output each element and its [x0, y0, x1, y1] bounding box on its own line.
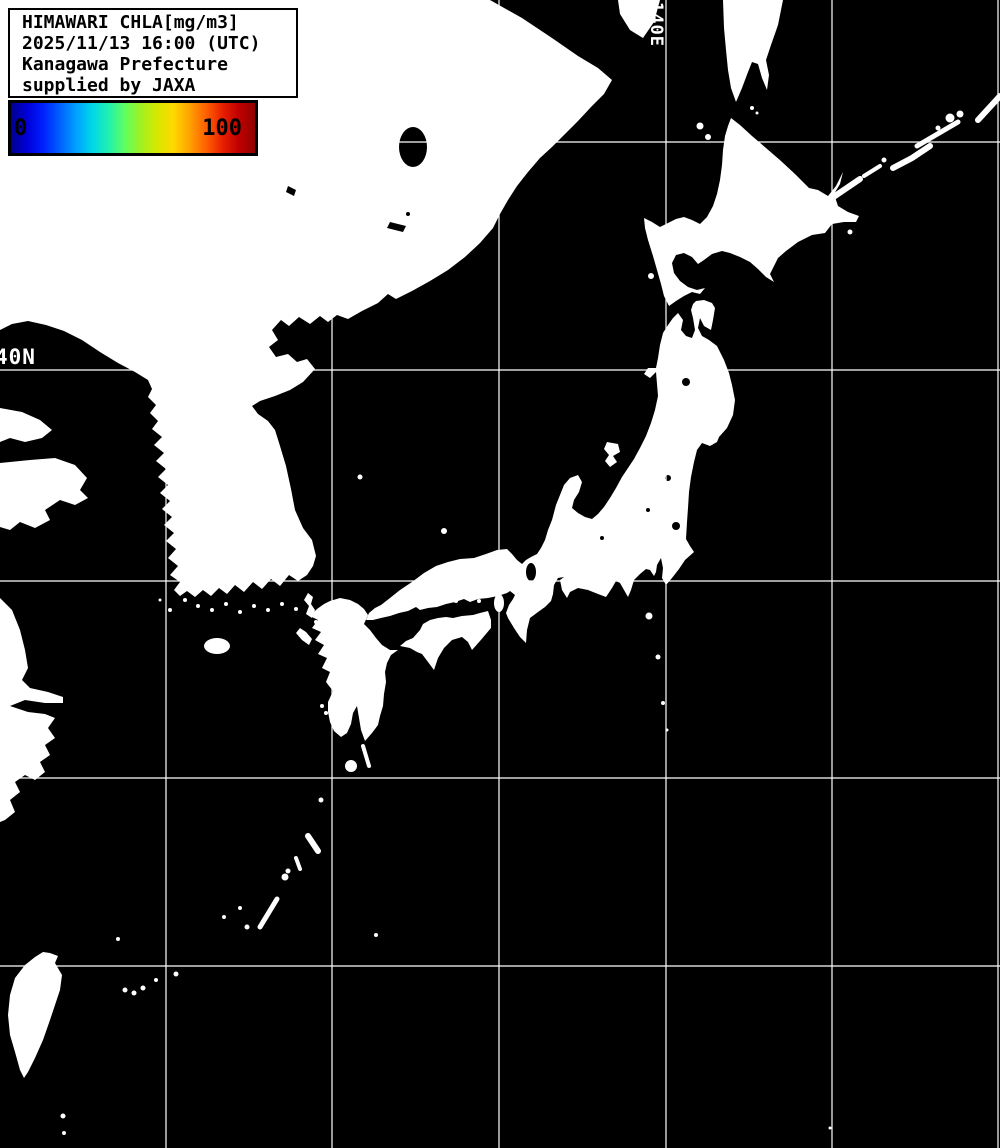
landmass-taiwan: [8, 952, 62, 1078]
island-ulleung: [357, 474, 363, 480]
island-tanegashima: [361, 744, 371, 768]
data-credit: supplied by JAXA: [22, 75, 196, 96]
island-jeju: [204, 638, 230, 654]
lake-suwa: [600, 536, 604, 540]
koshiki-islets: [320, 704, 328, 715]
island-goto: [296, 628, 312, 645]
region-name: Kanagawa Prefecture: [22, 54, 228, 75]
product-title: HIMAWARI CHLA[mg/m3]: [22, 12, 239, 33]
colorbar-min-label: 0: [14, 116, 28, 141]
island-yakushima: [345, 760, 357, 772]
landmass-sakhalin: [723, 0, 783, 102]
lake-biwa: [526, 563, 536, 581]
lake-chuzenji: [646, 508, 650, 512]
landmass-liaodong: [0, 408, 52, 442]
longitude-label-140e: 140E: [646, 2, 666, 47]
izu-islands: [645, 612, 669, 732]
island-sado: [604, 442, 620, 467]
hokkaido-islets: [648, 106, 759, 279]
island-hirado: [314, 620, 318, 624]
timestamp: 2025/11/13 16:00 (UTC): [22, 33, 261, 54]
color-scale-bar: 0 100: [8, 100, 258, 156]
landmass-hokkaido: [644, 118, 859, 306]
color-gradient: [11, 103, 255, 153]
island-tsushima: [304, 593, 315, 618]
landmass-honshu: [366, 300, 735, 643]
inland-water-layer: [286, 127, 690, 581]
ryukyu-islands: [60, 797, 832, 1135]
seto-islets: [430, 595, 481, 603]
landmass-shikoku: [400, 611, 491, 670]
landmass-cape-north: [618, 0, 660, 38]
lake-khanka: [399, 127, 427, 167]
info-box: HIMAWARI CHLA[mg/m3] 2025/11/13 16:00 (U…: [8, 8, 298, 98]
latitude-label-40n: 40N: [0, 345, 36, 369]
river-mark-3: [406, 212, 410, 216]
landmass-china-coast: [0, 598, 63, 822]
lake-towada: [682, 378, 690, 386]
korea-islets: [158, 598, 298, 614]
lake-kasumigaura: [672, 522, 680, 530]
river-mark-2: [387, 222, 406, 232]
colorbar-max-label: 100: [202, 116, 242, 141]
island-iki: [322, 625, 328, 631]
island-oki: [441, 528, 447, 534]
landmass-shandong: [0, 458, 88, 530]
river-mark-1: [286, 186, 296, 196]
